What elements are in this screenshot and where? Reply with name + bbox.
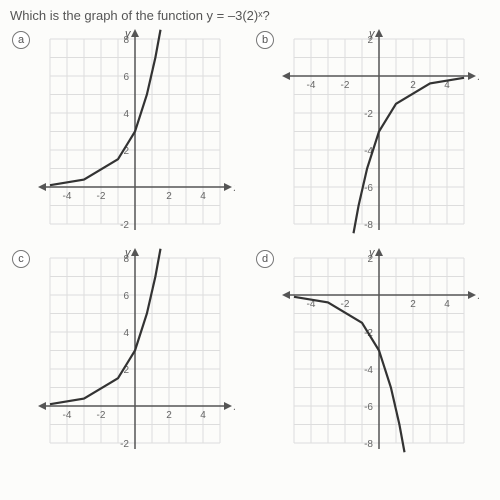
option-a[interactable]: a -4-224-22468yx [10,29,246,244]
svg-text:2: 2 [166,191,172,202]
option-label-c: c [12,250,30,268]
svg-text:6: 6 [123,291,129,302]
options-grid: a -4-224-22468yx b -4-224-8-6-4-22yx c -… [10,29,490,463]
svg-text:4: 4 [200,191,206,202]
svg-text:y: y [124,29,132,40]
svg-text:x: x [477,71,479,83]
chart-c: -4-224-22468yx [10,248,235,463]
svg-text:-2: -2 [364,109,373,120]
svg-text:-4: -4 [63,410,72,421]
chart-d: -4-224-8-6-4-22yx [254,248,479,463]
option-c[interactable]: c -4-224-22468yx [10,248,246,463]
chart-a: -4-224-22468yx [10,29,235,244]
svg-text:-2: -2 [341,80,350,91]
svg-text:4: 4 [123,109,129,120]
svg-text:x: x [477,290,479,302]
option-label-d: d [256,250,274,268]
svg-text:-8: -8 [364,439,373,450]
svg-text:-2: -2 [120,439,129,450]
question-text: Which is the graph of the function y = –… [10,8,490,23]
svg-text:-8: -8 [364,220,373,231]
svg-text:-2: -2 [97,191,106,202]
svg-text:-2: -2 [120,220,129,231]
worksheet-page: Which is the graph of the function y = –… [0,0,500,500]
svg-text:-6: -6 [364,183,373,194]
svg-text:2: 2 [410,80,416,91]
svg-text:-6: -6 [364,402,373,413]
svg-text:-4: -4 [364,365,373,376]
svg-text:-2: -2 [341,299,350,310]
svg-text:-4: -4 [63,191,72,202]
svg-text:6: 6 [123,72,129,83]
svg-text:y: y [368,29,376,40]
svg-text:2: 2 [166,410,172,421]
svg-text:-2: -2 [97,410,106,421]
option-label-b: b [256,31,274,49]
svg-text:x: x [233,401,235,413]
svg-text:4: 4 [123,328,129,339]
svg-text:4: 4 [444,299,450,310]
svg-text:y: y [124,248,132,259]
svg-text:y: y [368,248,376,259]
option-d[interactable]: d -4-224-8-6-4-22yx [254,248,490,463]
svg-text:4: 4 [200,410,206,421]
svg-text:x: x [233,182,235,194]
svg-text:2: 2 [410,299,416,310]
chart-b: -4-224-8-6-4-22yx [254,29,479,244]
svg-text:-4: -4 [307,80,316,91]
option-b[interactable]: b -4-224-8-6-4-22yx [254,29,490,244]
option-label-a: a [12,31,30,49]
